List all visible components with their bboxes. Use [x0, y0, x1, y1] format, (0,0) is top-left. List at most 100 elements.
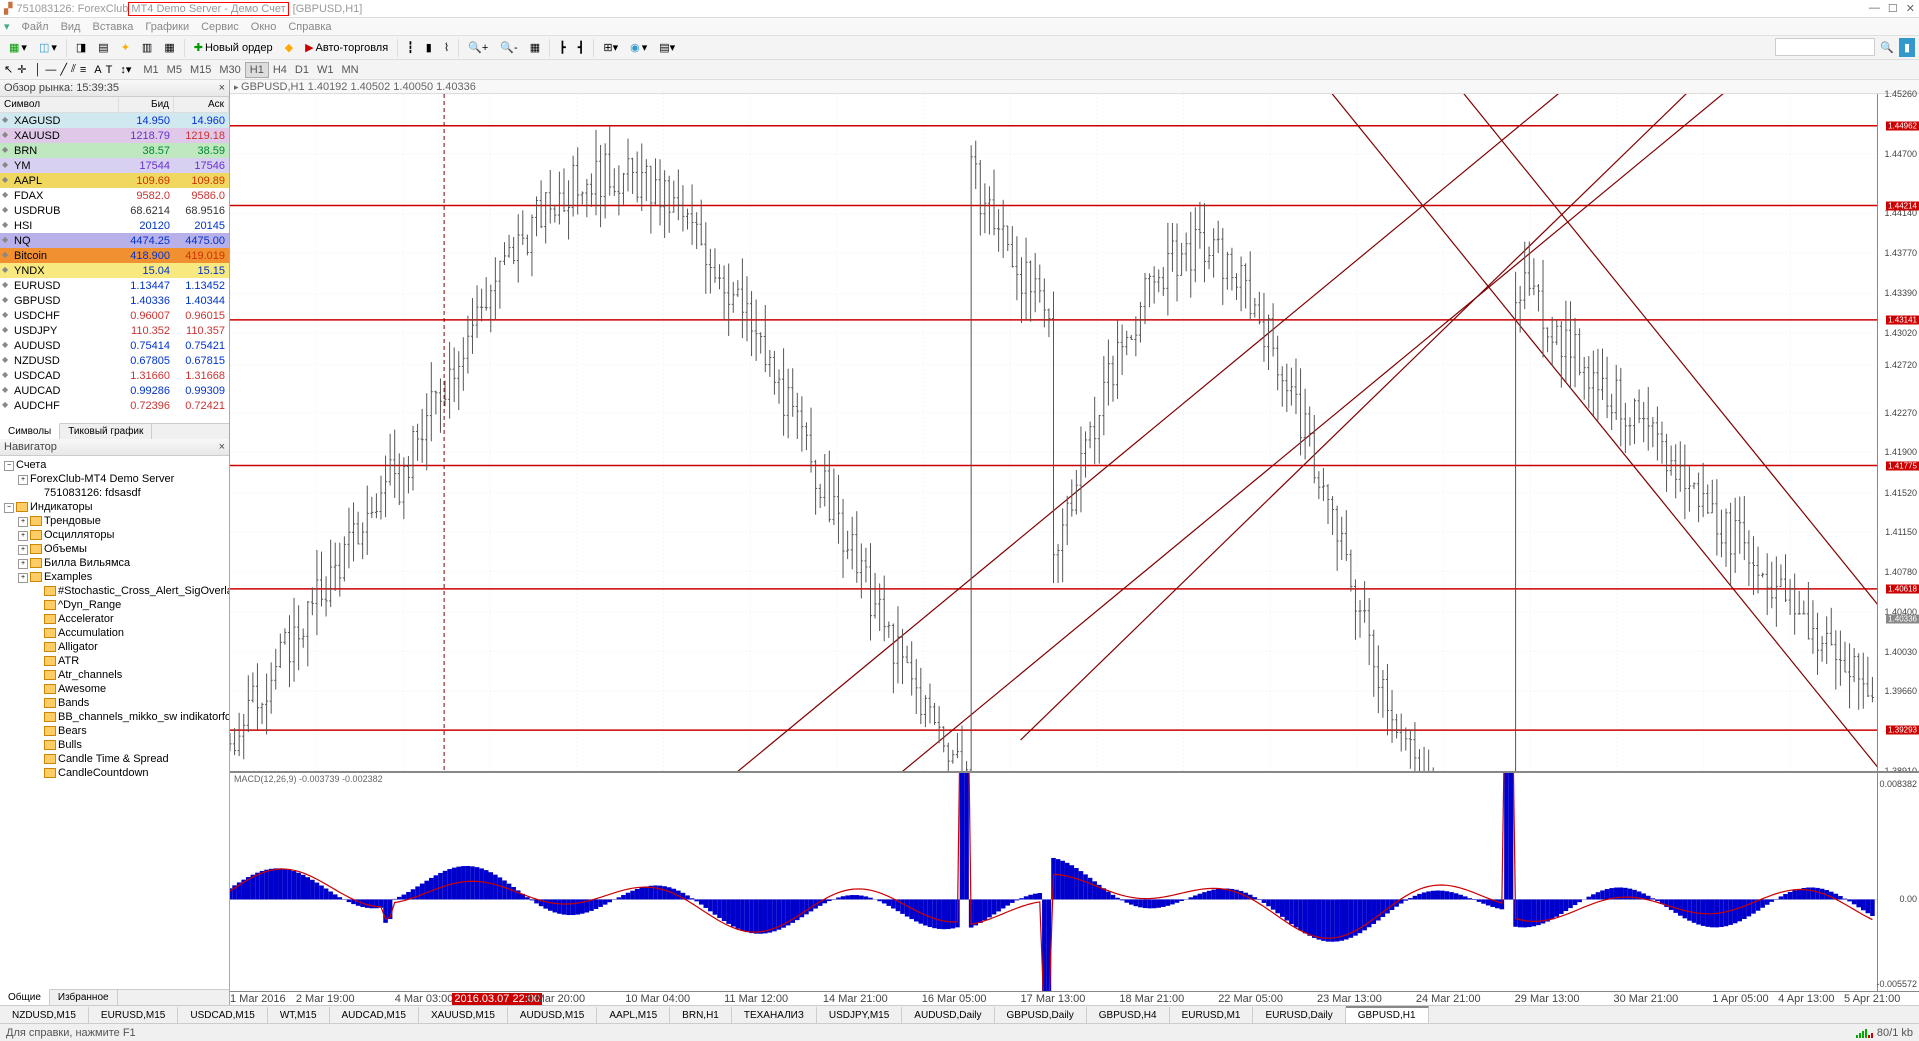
symbol-row-XAGUSD[interactable]: XAGUSD14.95014.960 [0, 113, 229, 128]
nav-node[interactable]: Счета [2, 458, 227, 472]
nav-node[interactable]: Bears [2, 724, 227, 738]
nav-node[interactable]: Candle Time & Spread [2, 752, 227, 766]
col-symbol[interactable]: Символ [0, 97, 119, 112]
cursor-button[interactable]: ↖ [4, 63, 13, 76]
auto-scroll-button[interactable]: ┫ [573, 38, 590, 57]
vline-button[interactable]: │ [34, 64, 41, 76]
timeframe-M5[interactable]: M5 [163, 63, 186, 77]
timeframe-M15[interactable]: M15 [186, 63, 215, 77]
mql-button[interactable]: ▮ [1899, 38, 1915, 57]
trendline-button[interactable]: ╱ [60, 63, 67, 76]
metaeditor-button[interactable]: ◆ [280, 38, 298, 57]
nav-node[interactable]: Examples [2, 570, 227, 584]
chart-tab[interactable]: EURUSD,M15 [89, 1006, 178, 1023]
symbol-row-AUDUSD[interactable]: AUDUSD0.754140.75421 [0, 338, 229, 353]
nav-node[interactable]: Билла Вильямса [2, 556, 227, 570]
symbol-row-USDJPY[interactable]: USDJPY110.352110.357 [0, 323, 229, 338]
hline-button[interactable]: — [45, 64, 56, 76]
menu-item[interactable]: Сервис [201, 21, 239, 33]
market-watch-button[interactable]: ◨ [71, 38, 91, 57]
symbol-row-YNDX[interactable]: YNDX15.0415.15 [0, 263, 229, 278]
timeframe-H4[interactable]: H4 [269, 63, 291, 77]
chart-tab[interactable]: EURUSD,M1 [1170, 1006, 1254, 1023]
symbol-row-AAPL[interactable]: AAPL109.69109.89 [0, 173, 229, 188]
symbol-row-USDCHF[interactable]: USDCHF0.960070.96015 [0, 308, 229, 323]
symbol-row-USDRUB[interactable]: USDRUB68.621468.9516 [0, 203, 229, 218]
nav-node[interactable]: ^Dyn_Range [2, 598, 227, 612]
symbol-row-HSI[interactable]: HSI2012020145 [0, 218, 229, 233]
symbol-row-GBPUSD[interactable]: GBPUSD1.403361.40344 [0, 293, 229, 308]
tab-symbols[interactable]: Символы [0, 423, 60, 439]
chart-tab[interactable]: NZDUSD,M15 [0, 1006, 89, 1023]
zoom-in-button[interactable]: 🔍+ [463, 38, 493, 57]
menu-item[interactable]: Справка [288, 21, 331, 33]
nav-node[interactable]: BB_channels_mikko_sw indikatorforeks [2, 710, 227, 724]
fibo-button[interactable]: ≡ [80, 64, 86, 76]
chart-tab[interactable]: AUDUSD,Daily [902, 1006, 994, 1023]
chart-area[interactable]: ▸ GBPUSD,H1 1.40192 1.40502 1.40050 1.40… [230, 80, 1919, 1005]
arrows-button[interactable]: ↕▾ [120, 63, 131, 76]
chart-tab[interactable]: USDCAD,M15 [178, 1006, 267, 1023]
min-icon[interactable]: — [1869, 2, 1880, 15]
chart-tab[interactable]: GBPUSD,H4 [1087, 1006, 1170, 1023]
menu-item[interactable]: Файл [22, 21, 49, 33]
close-icon[interactable]: × [219, 441, 225, 453]
nav-node[interactable]: ATR [2, 654, 227, 668]
timeframe-H1[interactable]: H1 [245, 62, 269, 78]
search-button[interactable]: 🔍 [1875, 38, 1899, 57]
crosshair-button[interactable]: ✛ [17, 63, 26, 76]
nav-node[interactable]: Awesome [2, 682, 227, 696]
menu-item[interactable]: Вид [61, 21, 81, 33]
menu-item[interactable]: Окно [251, 21, 277, 33]
nav-node[interactable]: #Stochastic_Cross_Alert_SigOverlayM_c [2, 584, 227, 598]
symbol-row-NQ[interactable]: NQ4474.254475.00 [0, 233, 229, 248]
nav-node[interactable]: Bulls [2, 738, 227, 752]
data-window-button[interactable]: ▤ [93, 38, 113, 57]
menu-item[interactable]: Вставка [92, 21, 133, 33]
symbol-row-XAUUSD[interactable]: XAUUSD1218.791219.18 [0, 128, 229, 143]
profiles-button[interactable]: ◫▾ [34, 38, 62, 57]
strategy-tester-button[interactable]: ▦ [159, 38, 179, 57]
nav-node[interactable]: Осцилляторы [2, 528, 227, 542]
chart-tab[interactable]: AUDCAD,M15 [330, 1006, 419, 1023]
tab-fav[interactable]: Избранное [50, 990, 118, 1005]
symbol-row-AUDCHF[interactable]: AUDCHF0.723960.72421 [0, 398, 229, 413]
zoom-out-button[interactable]: 🔍- [495, 38, 522, 57]
close-icon[interactable]: × [219, 82, 225, 94]
close-icon[interactable]: ✕ [1906, 2, 1915, 15]
autotrade-button[interactable]: ▶ Авто-торговля [300, 38, 393, 57]
chart-tab[interactable]: AUDUSD,M15 [508, 1006, 597, 1023]
terminal-button[interactable]: ▥ [137, 38, 157, 57]
chart-tab[interactable]: XAUUSD,M15 [419, 1006, 508, 1023]
timeframe-MN[interactable]: MN [337, 63, 362, 77]
shift-button[interactable]: ┣ [554, 38, 571, 57]
timeframe-M1[interactable]: M1 [139, 63, 162, 77]
tab-tick[interactable]: Тиковый график [60, 424, 152, 439]
bar-chart-button[interactable]: ┇ [402, 38, 419, 57]
symbol-row-EURUSD[interactable]: EURUSD1.134471.13452 [0, 278, 229, 293]
navigator-button[interactable]: ✦ [116, 38, 135, 57]
symbol-row-Bitcoin[interactable]: Bitcoin418.900419.019 [0, 248, 229, 263]
nav-node[interactable]: Объемы [2, 542, 227, 556]
nav-node[interactable]: Accumulation [2, 626, 227, 640]
nav-node[interactable]: 751083126: fdsasdf [2, 486, 227, 500]
nav-node[interactable]: ForexClub-MT4 Demo Server [2, 472, 227, 486]
templates-button[interactable]: ▤▾ [654, 38, 680, 57]
symbol-row-AUDCAD[interactable]: AUDCAD0.992860.99309 [0, 383, 229, 398]
candle-chart-button[interactable]: ▮ [421, 38, 437, 57]
col-bid[interactable]: Бид [119, 97, 174, 112]
channel-button[interactable]: ⫽ [71, 63, 76, 76]
nav-node[interactable]: Индикаторы [2, 500, 227, 514]
chart-tab[interactable]: GBPUSD,Daily [995, 1006, 1087, 1023]
nav-node[interactable]: Accelerator [2, 612, 227, 626]
symbol-row-NZDUSD[interactable]: NZDUSD0.678050.67815 [0, 353, 229, 368]
chart-tab[interactable]: WT,M15 [268, 1006, 330, 1023]
chart-tab[interactable]: AAPL,M15 [597, 1006, 670, 1023]
indicators-button[interactable]: ⊞▾ [598, 38, 623, 57]
nav-node[interactable]: Трендовые [2, 514, 227, 528]
nav-node[interactable]: Atr_channels [2, 668, 227, 682]
timeframe-D1[interactable]: D1 [291, 63, 313, 77]
nav-node[interactable]: Alligator [2, 640, 227, 654]
symbol-row-BRN[interactable]: BRN38.5738.59 [0, 143, 229, 158]
symbol-row-USDCAD[interactable]: USDCAD1.316601.31668 [0, 368, 229, 383]
